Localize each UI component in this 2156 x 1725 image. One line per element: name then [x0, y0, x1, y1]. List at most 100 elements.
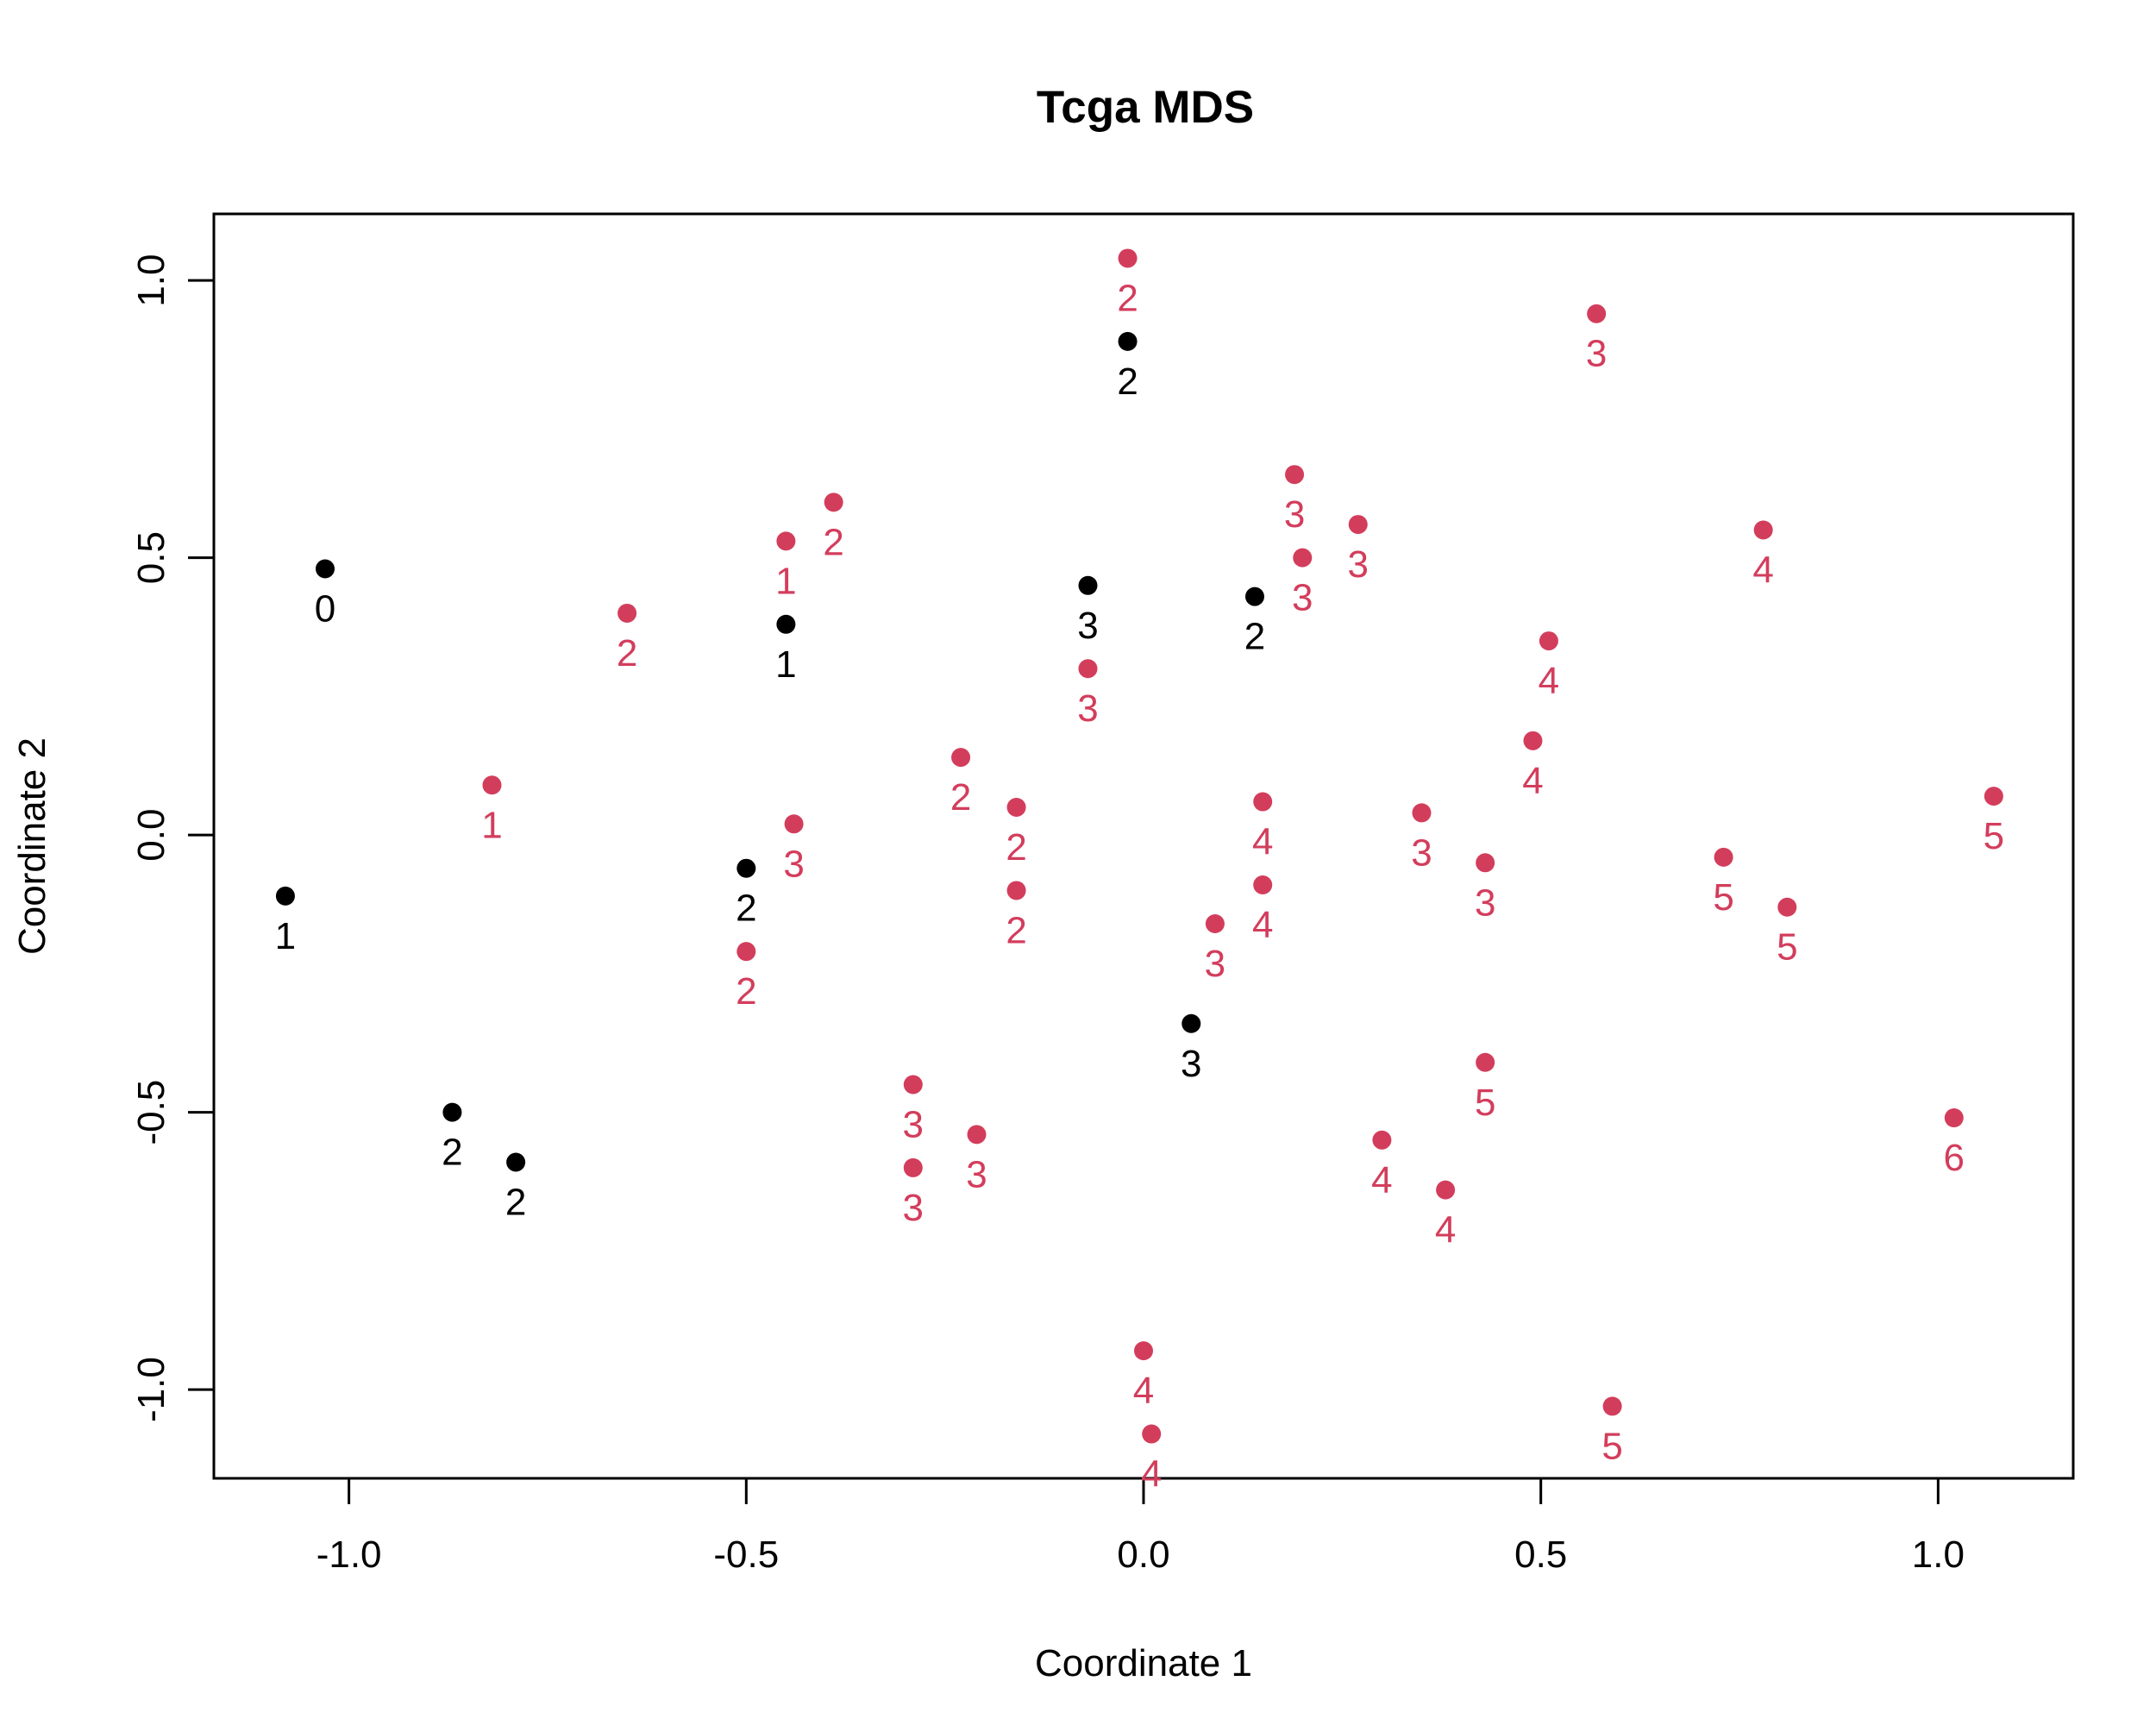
- point-label: 2: [736, 888, 756, 930]
- point-label: 2: [1006, 826, 1026, 869]
- point-label: 4: [1133, 1370, 1154, 1412]
- point-label: 1: [775, 643, 796, 686]
- point-label: 4: [1522, 760, 1543, 802]
- y-tick-label: -1.0: [130, 1357, 172, 1422]
- data-point: [1078, 575, 1098, 595]
- point-label: 1: [275, 915, 296, 957]
- data-point: [1181, 1013, 1201, 1033]
- x-tick-label: 1.0: [1912, 1534, 1965, 1576]
- point-label: 2: [950, 776, 971, 819]
- chart-title: Tcga MDS: [1037, 82, 1254, 133]
- point-label: 5: [1777, 926, 1797, 969]
- point-label: 2: [442, 1132, 462, 1174]
- point-label: 4: [1141, 1453, 1162, 1496]
- point-label: 4: [1539, 660, 1559, 702]
- data-point: [1348, 515, 1368, 535]
- point-label: 2: [823, 521, 843, 563]
- point-label: 3: [1077, 605, 1098, 647]
- point-label: 0: [315, 588, 335, 630]
- point-label: 2: [1117, 361, 1138, 403]
- data-point: [1118, 248, 1138, 268]
- data-point: [967, 1125, 987, 1145]
- point-label: 5: [1475, 1082, 1495, 1124]
- point-label: 1: [481, 804, 502, 846]
- point-label: 4: [1435, 1209, 1456, 1251]
- data-point: [1523, 731, 1543, 750]
- data-point: [1539, 631, 1558, 651]
- point-label: 3: [903, 1103, 924, 1145]
- data-point: [776, 614, 796, 634]
- data-point: [1984, 787, 2003, 806]
- data-point: [1134, 1341, 1153, 1361]
- y-tick-label: 0.0: [130, 809, 172, 862]
- data-point: [1118, 331, 1138, 351]
- data-point: [1253, 792, 1273, 812]
- point-label: 3: [1181, 1043, 1201, 1085]
- data-point: [1293, 548, 1313, 568]
- data-point: [1006, 797, 1026, 817]
- data-point: [1714, 847, 1733, 867]
- point-label: 2: [617, 632, 637, 674]
- point-label: 2: [1006, 909, 1026, 951]
- data-point: [1078, 659, 1098, 679]
- data-point: [951, 748, 971, 768]
- point-label: 1: [775, 560, 796, 602]
- point-label: 4: [1252, 821, 1273, 863]
- point-label: 4: [1752, 549, 1773, 592]
- point-label: 3: [1348, 543, 1369, 586]
- data-point: [1285, 465, 1305, 485]
- point-label: 5: [1601, 1425, 1622, 1467]
- y-tick-label: 1.0: [130, 254, 172, 307]
- point-label: 2: [1117, 277, 1138, 319]
- data-points: 0112222233112222222333333333333444444444…: [275, 248, 2004, 1496]
- point-label: 3: [1475, 881, 1495, 924]
- data-point: [903, 1075, 923, 1095]
- data-point: [442, 1102, 462, 1122]
- data-point: [275, 886, 295, 906]
- point-label: 3: [966, 1153, 987, 1195]
- point-label: 2: [736, 970, 756, 1013]
- y-axis-label: Coordinate 2: [11, 737, 53, 955]
- data-point: [1253, 875, 1273, 895]
- data-point: [482, 775, 502, 795]
- data-point: [1476, 853, 1495, 873]
- data-point: [776, 531, 796, 551]
- x-tick-label: -0.5: [713, 1534, 779, 1576]
- data-point: [736, 858, 756, 878]
- data-point: [1602, 1396, 1622, 1416]
- data-point: [1944, 1108, 1964, 1128]
- data-point: [1436, 1180, 1456, 1200]
- y-axis: -1.0 -0.5 0.0 0.5 1.0: [130, 254, 216, 1422]
- data-point: [1006, 881, 1026, 900]
- data-point: [506, 1152, 526, 1172]
- point-label: 3: [1411, 831, 1432, 874]
- data-point: [1412, 803, 1432, 823]
- data-point: [736, 942, 756, 962]
- point-label: 3: [783, 843, 804, 885]
- data-point: [903, 1157, 923, 1177]
- point-label: 3: [1077, 687, 1098, 730]
- point-label: 3: [1292, 577, 1313, 619]
- data-point: [617, 603, 637, 623]
- data-point: [1244, 586, 1264, 606]
- point-label: 3: [1586, 333, 1607, 375]
- point-label: 3: [903, 1187, 924, 1229]
- y-tick-label: 0.5: [130, 531, 172, 584]
- point-label: 3: [1284, 493, 1305, 536]
- data-point: [315, 559, 335, 579]
- point-label: 5: [1713, 876, 1733, 919]
- data-point: [824, 492, 843, 512]
- data-point: [784, 814, 804, 834]
- x-tick-label: 0.5: [1514, 1534, 1567, 1576]
- data-point: [1476, 1052, 1495, 1072]
- y-tick-label: -0.5: [130, 1080, 172, 1145]
- x-tick-label: 0.0: [1117, 1534, 1169, 1576]
- point-label: 3: [1205, 943, 1225, 985]
- data-point: [1753, 520, 1773, 540]
- point-label: 2: [505, 1182, 526, 1224]
- x-axis-label: Coordinate 1: [1035, 1642, 1252, 1684]
- data-point: [1587, 304, 1607, 323]
- data-point: [1372, 1130, 1392, 1150]
